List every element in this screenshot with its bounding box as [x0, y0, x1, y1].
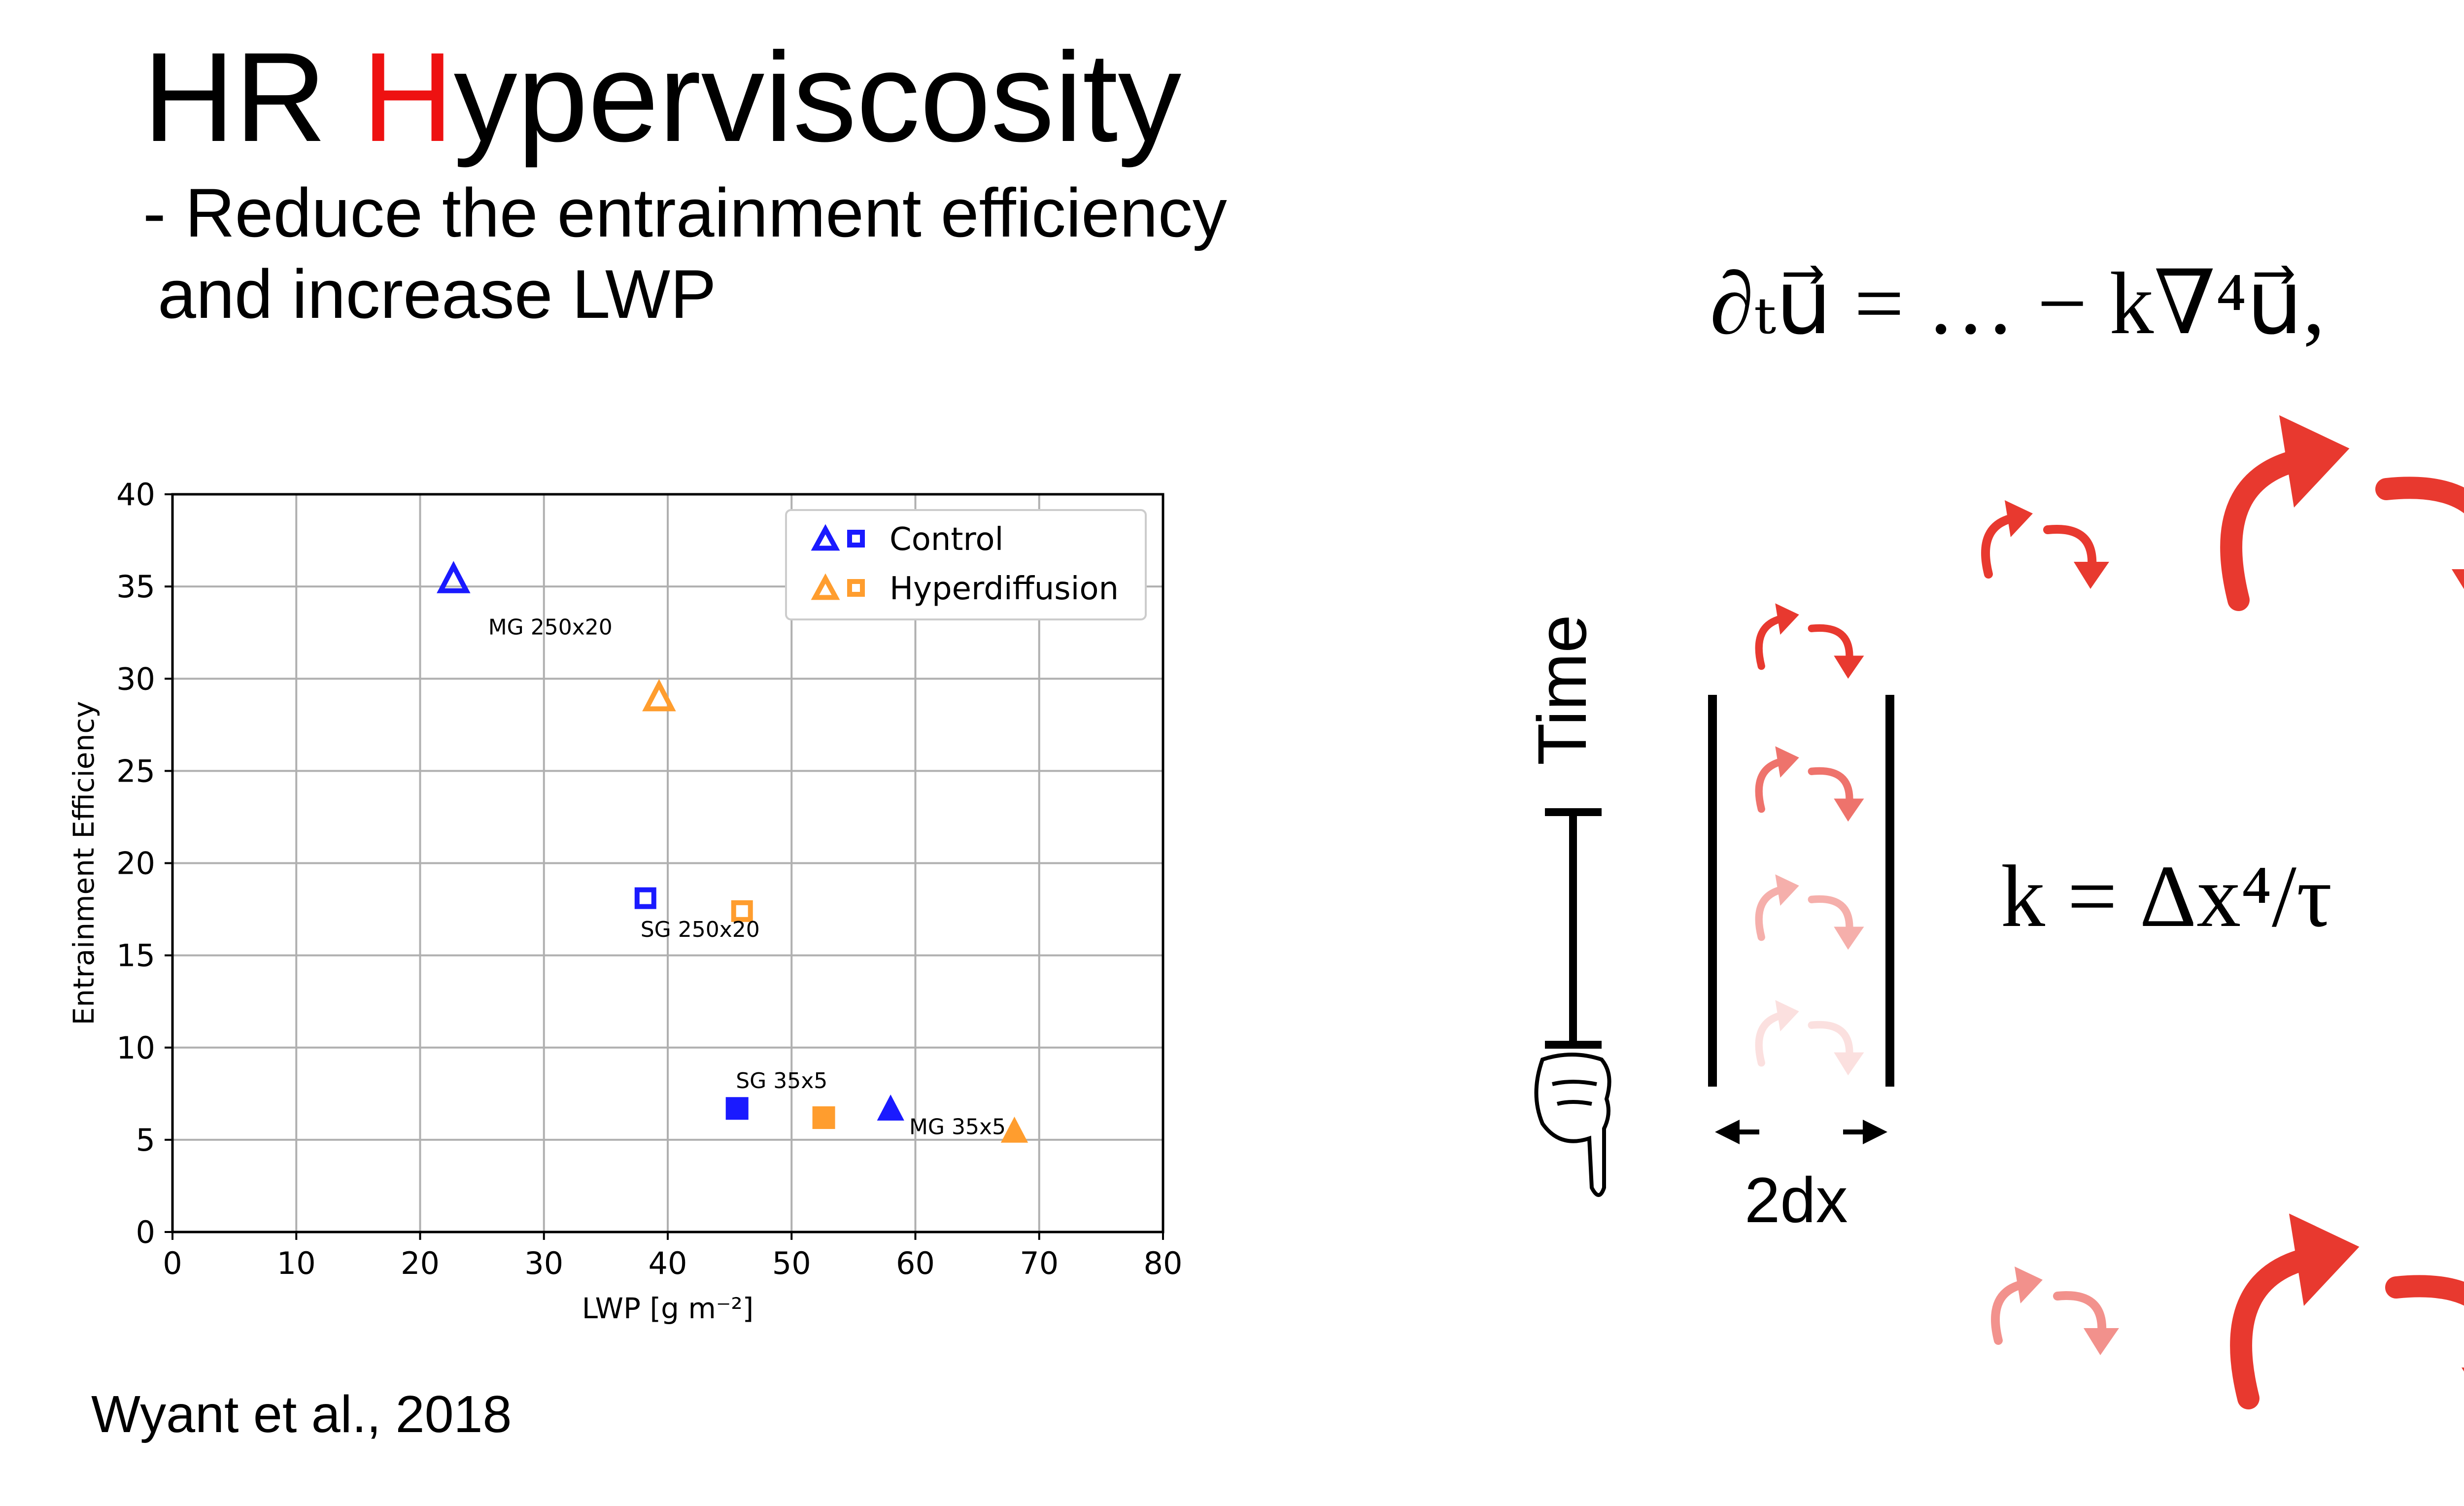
x-axis-label: LWP [g m⁻²] [582, 1292, 754, 1325]
eddy-right-arc [1808, 624, 1853, 664]
eddy-left-head [2015, 1266, 2043, 1303]
x-tick-label: 30 [524, 1245, 563, 1281]
eddy-left-arc [2230, 1245, 2327, 1409]
x-tick-label: 0 [163, 1245, 182, 1281]
legend-box [785, 509, 1147, 620]
eddy-left-head [1775, 603, 1799, 635]
eddy-right-head [2074, 562, 2109, 589]
eddy-right-arc [1808, 1021, 1853, 1061]
hyperdiffusion-square-point [731, 900, 753, 922]
control-triangle-point [437, 561, 471, 593]
eddy-arrow-icon [2230, 1213, 2464, 1409]
eddy-left-head [2289, 1213, 2360, 1306]
y-tick-label: 15 [116, 938, 155, 974]
y-tick-label: 30 [116, 661, 155, 697]
eddy-right-head [2084, 1328, 2119, 1355]
eddy-left-arc [1755, 1011, 1788, 1067]
eddy-right-head [2462, 1368, 2464, 1372]
eddy-left-arc [1991, 1279, 2030, 1345]
hyperdiffusion-triangle-point [1000, 1116, 1028, 1143]
x-tick-label: 80 [1144, 1245, 1183, 1281]
legend-triangle-marker [811, 573, 840, 600]
eddy-left-arc [1755, 614, 1788, 670]
subtitle-line-2: and increase LWP [158, 255, 717, 333]
eddy-left-head [1775, 874, 1799, 906]
eddy-arrow-icon [1755, 603, 1864, 679]
eddy-left-arc [1981, 513, 2020, 579]
control-triangle-point [877, 1094, 904, 1121]
chart-legend: Control Hyperdiffusion [785, 509, 1147, 620]
point-annotation: SG 35x5 [736, 1068, 827, 1094]
eddy-arrow-icon [1991, 1266, 2119, 1355]
eddy-right-arc [1808, 895, 1853, 935]
y-axis-label: Entrainment Efficiency [67, 701, 101, 1026]
title-suffix: yperviscosity [453, 26, 1182, 168]
hourglass-icon [1545, 808, 1602, 1049]
chart-points [437, 561, 1028, 1143]
eddy-left-head [2279, 415, 2350, 508]
eddy-right-arc [1808, 767, 1853, 807]
citation: Wyant et al., 2018 [91, 1385, 512, 1443]
title-prefix: HR [143, 26, 362, 168]
control-square-point [634, 887, 656, 909]
eddy-arrow-icon [1981, 500, 2109, 589]
domain-walls [1708, 695, 1894, 1087]
equation-hyperviscosity: ∂ₜu⃗ = … − k∇⁴u⃗, [1710, 254, 2325, 352]
title-highlight: H [362, 26, 454, 168]
chart-annotations: MG 250x20 SG 250x20 SG 35x5 MG 35x5 [488, 615, 1006, 1139]
eddy-left-head [2005, 500, 2033, 537]
eddy-arrow-icon [2220, 415, 2464, 611]
pointing-hand-icon [1534, 1053, 1611, 1197]
eddy-left-arc [1755, 885, 1788, 941]
eddy-left-head [1775, 1000, 1799, 1031]
eddy-arrows [1755, 415, 2464, 1409]
hyperdiffusion-triangle-point [642, 679, 676, 712]
eddy-right-head [1834, 655, 1864, 679]
y-tick-label: 25 [116, 753, 155, 789]
eddy-left-arc [2220, 447, 2318, 611]
control-square-point [725, 1097, 749, 1120]
eddy-arrow-icon [1755, 1000, 1864, 1076]
eddy-left-head [1775, 746, 1799, 778]
eddy-right-head [1834, 926, 1864, 950]
x-tick-label: 40 [649, 1245, 687, 1281]
eddy-right-head [2452, 569, 2464, 589]
point-annotation: MG 35x5 [909, 1115, 1006, 1140]
y-tick-label: 20 [116, 846, 155, 882]
eddy-right-head [1834, 798, 1864, 822]
eddy-right-arc [2385, 1275, 2464, 1306]
y-tick-label: 5 [136, 1122, 155, 1158]
legend-triangle-marker [811, 524, 840, 551]
x-tick-label: 10 [277, 1245, 316, 1281]
scatter-chart: 0 10 20 30 40 50 60 70 80 0 5 10 15 20 25 30 35 40 MG 250… [67, 477, 1182, 1325]
legend-square-marker [847, 579, 865, 597]
chart-ticks: 0 10 20 30 40 50 60 70 80 0 5 10 15 20 25 30 35 40 [116, 477, 1182, 1281]
eddy-right-arc [2375, 477, 2464, 513]
eddy-left-arc [1755, 757, 1788, 813]
y-tick-label: 40 [116, 477, 155, 513]
point-annotation: SG 250x20 [641, 917, 760, 942]
equation-coefficient: k = Δx⁴/τ [2001, 847, 2332, 945]
x-tick-label: 60 [896, 1245, 935, 1281]
legend-label: Hyperdiffusion [890, 571, 1119, 607]
y-tick-label: 10 [116, 1030, 155, 1066]
eddy-arrow-icon [1755, 746, 1864, 822]
legend-square-marker [847, 530, 865, 548]
x-tick-label: 20 [401, 1245, 440, 1281]
eddy-right-head [1834, 1052, 1864, 1076]
y-tick-label: 0 [136, 1214, 155, 1250]
point-annotation: MG 250x20 [488, 615, 613, 640]
legend-label: Control [890, 521, 1003, 558]
grid-spacing-label: 2dx [1745, 1164, 1848, 1236]
eddy-right-arc [2043, 525, 2097, 571]
eddy-arrow-icon [1755, 874, 1864, 950]
subtitle-line-1: - Reduce the entrainment efficiency [143, 174, 1227, 251]
y-tick-label: 35 [116, 569, 155, 605]
hyperdiffusion-square-point [812, 1106, 835, 1129]
slide-title: HR Hyperviscosity [143, 27, 1181, 167]
eddy-right-arc [2053, 1291, 2107, 1337]
x-tick-label: 70 [1020, 1245, 1059, 1281]
x-tick-label: 50 [772, 1245, 811, 1281]
